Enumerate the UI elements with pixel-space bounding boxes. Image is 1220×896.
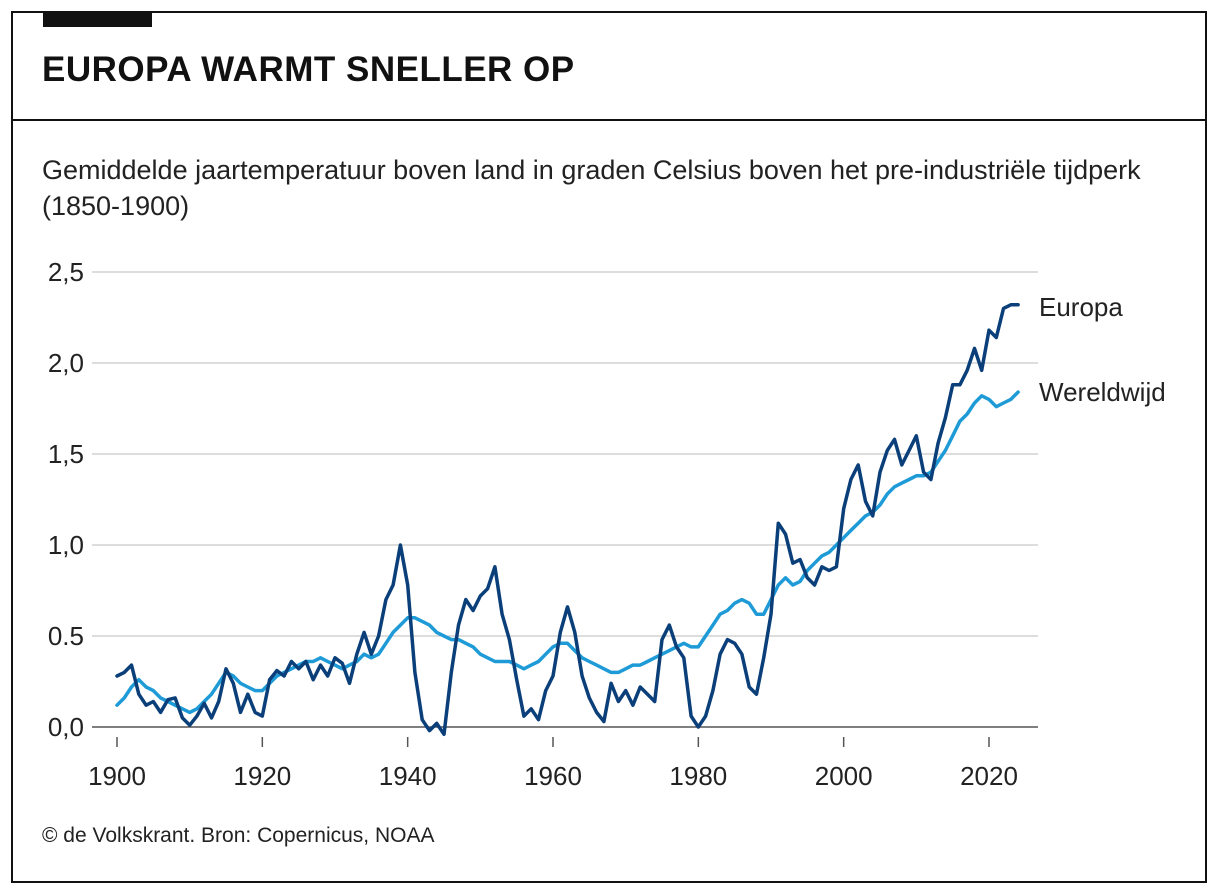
series-labels: Europa Wereldwijd <box>1039 292 1166 407</box>
chart-title: EUROPA WARMT SNELLER OP <box>42 50 575 89</box>
series-line-europa <box>115 303 1020 737</box>
series-lines <box>115 303 1020 737</box>
gridlines <box>92 271 1038 637</box>
x-tick-label: 1920 <box>233 761 291 791</box>
source-note: © de Volkskrant. Bron: Copernicus, NOAA <box>42 824 435 847</box>
y-tick-label: 0,0 <box>48 712 84 742</box>
x-tick-label: 1960 <box>524 761 582 791</box>
y-axis-tick-labels: 0,0 0.5 1,0 1,5 2,0 2,5 <box>48 257 84 742</box>
chart-frame <box>11 11 1207 883</box>
x-tick-label: 1900 <box>88 761 146 791</box>
series-line-wereldwijd <box>115 390 1020 715</box>
x-tick-label: 2000 <box>815 761 873 791</box>
y-tick-label: 0.5 <box>48 621 84 651</box>
series-label-wereldwijd: Wereldwijd <box>1039 377 1166 407</box>
y-tick-label: 1,5 <box>48 439 84 469</box>
y-tick-label: 2,5 <box>48 257 84 287</box>
series-label-europa: Europa <box>1039 292 1123 322</box>
y-tick-label: 2,0 <box>48 348 84 378</box>
header-accent-bar <box>43 11 152 27</box>
x-tick-label: 2020 <box>960 761 1018 791</box>
x-tick-label: 1940 <box>379 761 437 791</box>
x-axis: 1900 1920 1940 1960 1980 2000 2020 <box>88 726 1038 791</box>
x-tick-label: 1980 <box>669 761 727 791</box>
y-tick-label: 1,0 <box>48 530 84 560</box>
chart-subtitle: Gemiddelde jaartemperatuur boven land in… <box>42 155 1141 221</box>
header-divider <box>11 119 1207 121</box>
